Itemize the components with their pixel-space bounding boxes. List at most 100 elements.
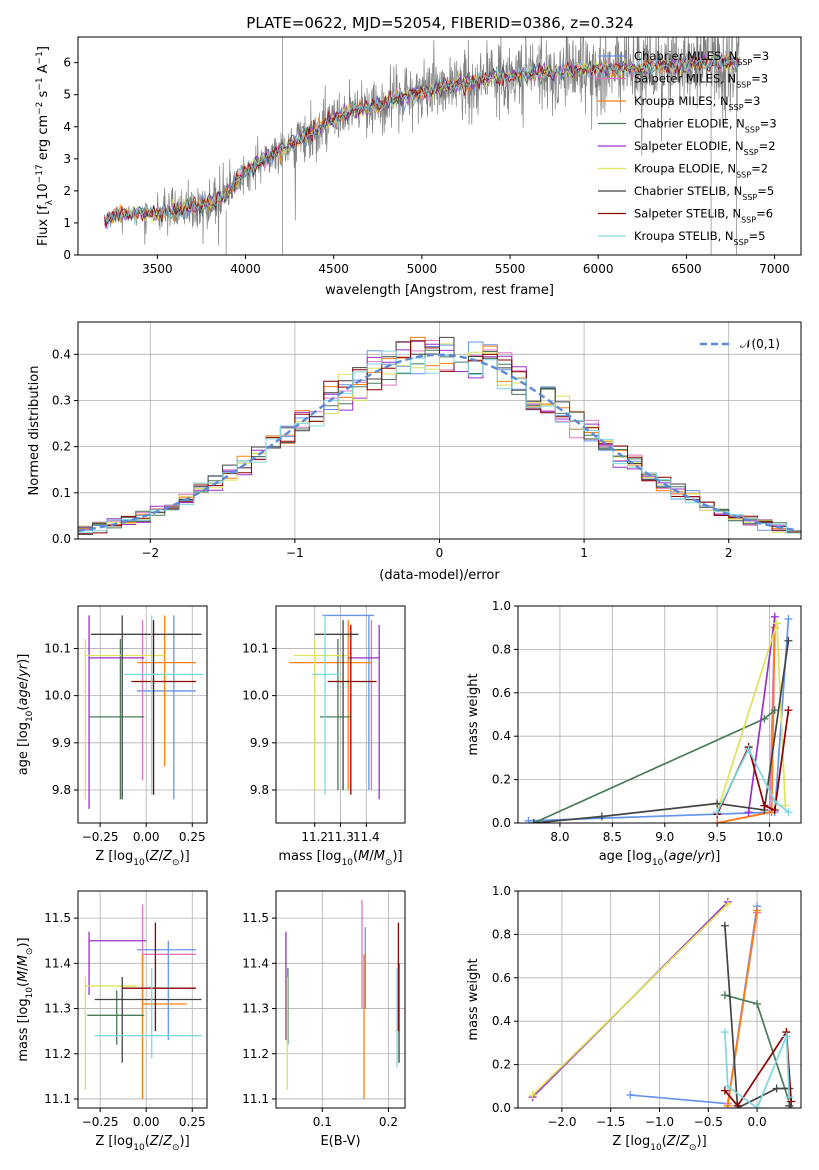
y-tick-label: 11.1 (44, 1092, 71, 1106)
legend-entry: 𝒩(0,1) (740, 337, 780, 351)
y-tick-label: 0.8 (492, 927, 511, 941)
x-tick-label: 0.1 (313, 1115, 332, 1129)
y-tick-label: 0.3 (52, 393, 71, 407)
weight-marker (597, 812, 606, 821)
plot-area (84, 615, 204, 809)
y-axis-label: Normed distribution (27, 366, 42, 496)
weight-marker (713, 819, 722, 823)
y-tick-label: 11.3 (242, 1002, 269, 1016)
y-tick-label: 0.2 (492, 1058, 511, 1072)
x-tick-label: 0.0 (748, 1115, 767, 1129)
plot-area (285, 900, 400, 1099)
y-tick-label: 9.8 (250, 783, 269, 797)
weight-marker (784, 706, 793, 715)
weight-marker (770, 805, 779, 814)
plot-area (288, 614, 380, 800)
legend-entry: Chabrier MILES, NSSP=3 (634, 49, 769, 67)
weight-marker (723, 900, 732, 909)
plot-area (84, 904, 202, 1099)
x-tick-label: 0.25 (179, 1115, 206, 1129)
x-axis-label: age [log10(age/yr)] (599, 849, 721, 868)
y-tick-label: 0 (63, 248, 71, 262)
y-tick-label: 11.2 (242, 1047, 269, 1061)
y-tick-label: 0.4 (52, 347, 71, 361)
axes-frame (77, 890, 208, 1109)
x-tick-label: −1 (286, 546, 304, 560)
plot-area (524, 612, 793, 823)
errorbar-point (322, 614, 375, 790)
y-tick-label: 0.6 (492, 971, 511, 985)
y-tick-label: 0.4 (492, 729, 511, 743)
errorbar-point (124, 615, 204, 795)
x-tick-label: 4500 (318, 262, 349, 276)
weight-marker (723, 1101, 732, 1108)
model-spectrum-line (104, 52, 740, 225)
x-tick-label: 6000 (583, 262, 614, 276)
y-axis-label: Flux [fλ10−17 erg cm−2 s−1 A−1] (35, 46, 55, 246)
weight-marker (782, 1032, 791, 1041)
x-tick-label: 9.5 (708, 830, 727, 844)
weight-marker (720, 1028, 729, 1037)
x-tick-label: −2 (141, 546, 159, 560)
mass-vs-ebv-panel: 0.1 0.2 11.1 11.2 11.3 11.4 11.5 E(B-V) (242, 890, 406, 1149)
residuals-panel: −2 −1 0 1 2 0.0 0.1 0.2 0.3 0.4 𝒩(0,1) (data-model)… (27, 321, 802, 583)
x-tick-label: 11.3 (327, 830, 354, 844)
errorbar-point (136, 615, 196, 800)
errorbar-point (348, 624, 380, 800)
errorbar-point (87, 990, 145, 1045)
x-tick-label: 10.0 (756, 830, 783, 844)
weight-marker (772, 1084, 781, 1093)
errorbar-point (141, 904, 196, 1009)
x-tick-label: 8.0 (550, 830, 569, 844)
x-axis-label: E(B-V) (320, 1134, 360, 1149)
errorbar-point (327, 624, 377, 795)
plot-area (528, 897, 796, 1108)
y-tick-label: 10.1 (44, 641, 71, 655)
errorbar-point (294, 639, 349, 790)
weight-marker (744, 808, 753, 817)
weight-marker (753, 906, 762, 915)
y-tick-label: 10.0 (242, 689, 269, 703)
weight-line (726, 910, 758, 1106)
weight-vs-age-panel: 8.0 8.5 9.0 9.5 10.0 0.0 0.2 0.4 0.6 0.8 1.0 age [l… (466, 599, 802, 868)
x-tick-label: 7000 (759, 262, 790, 276)
weight-marker (529, 819, 538, 823)
y-tick-label: 0.0 (492, 1101, 511, 1115)
x-tick-label: 0.2 (379, 1115, 398, 1129)
x-tick-label: 0.00 (133, 830, 160, 844)
y-tick-label: 10.1 (242, 641, 269, 655)
x-tick-label: −1.0 (645, 1115, 674, 1129)
age-vs-mass-panel: 11.2 11.3 11.4 9.8 9.9 10.0 10.1 mass [log10(M/… (242, 605, 406, 868)
errorbar-point (94, 976, 202, 1063)
legend-entry: Salpeter ELODIE, NSSP=2 (634, 139, 776, 157)
x-axis-label: Z [log10(Z/Z⊙)] (612, 1134, 706, 1153)
y-tick-label: 0.6 (492, 686, 511, 700)
weight-marker (760, 801, 769, 810)
axes-frame (517, 605, 802, 824)
y-axis-label: mass weight (466, 958, 481, 1040)
errorbar-point (136, 940, 196, 1041)
y-tick-label: 1 (63, 216, 71, 230)
y-axis-label: mass weight (466, 673, 481, 755)
weight-line (747, 616, 776, 813)
legend-entry: Salpeter STELIB, NSSP=6 (634, 207, 773, 225)
errorbar-point (131, 620, 196, 795)
y-tick-label: 10.0 (44, 689, 71, 703)
x-tick-label: 4000 (230, 262, 261, 276)
weight-series (720, 1028, 794, 1108)
y-tick-label: 11.2 (44, 1047, 71, 1061)
plot-area (104, 37, 740, 255)
weight-marker (785, 1093, 794, 1102)
x-axis-label: mass [log10(M/M⊙)] (278, 849, 402, 868)
observed-spectrum-line (104, 37, 740, 246)
weight-series (713, 745, 793, 817)
errorbar-point (288, 620, 372, 790)
weight-marker (784, 636, 793, 645)
weight-series (720, 1028, 796, 1108)
x-axis-label: wavelength [Angstrom, rest frame] (325, 283, 554, 298)
weight-vs-metallicity-panel: −2.0 −1.5 −1.0 −0.5 0.0 0.0 0.2 0.4 0.6 0.8 1.0 Z [… (466, 884, 802, 1153)
weight-marker (772, 619, 781, 628)
errorbar-point (84, 976, 137, 1090)
y-tick-label: 11.4 (242, 956, 269, 970)
